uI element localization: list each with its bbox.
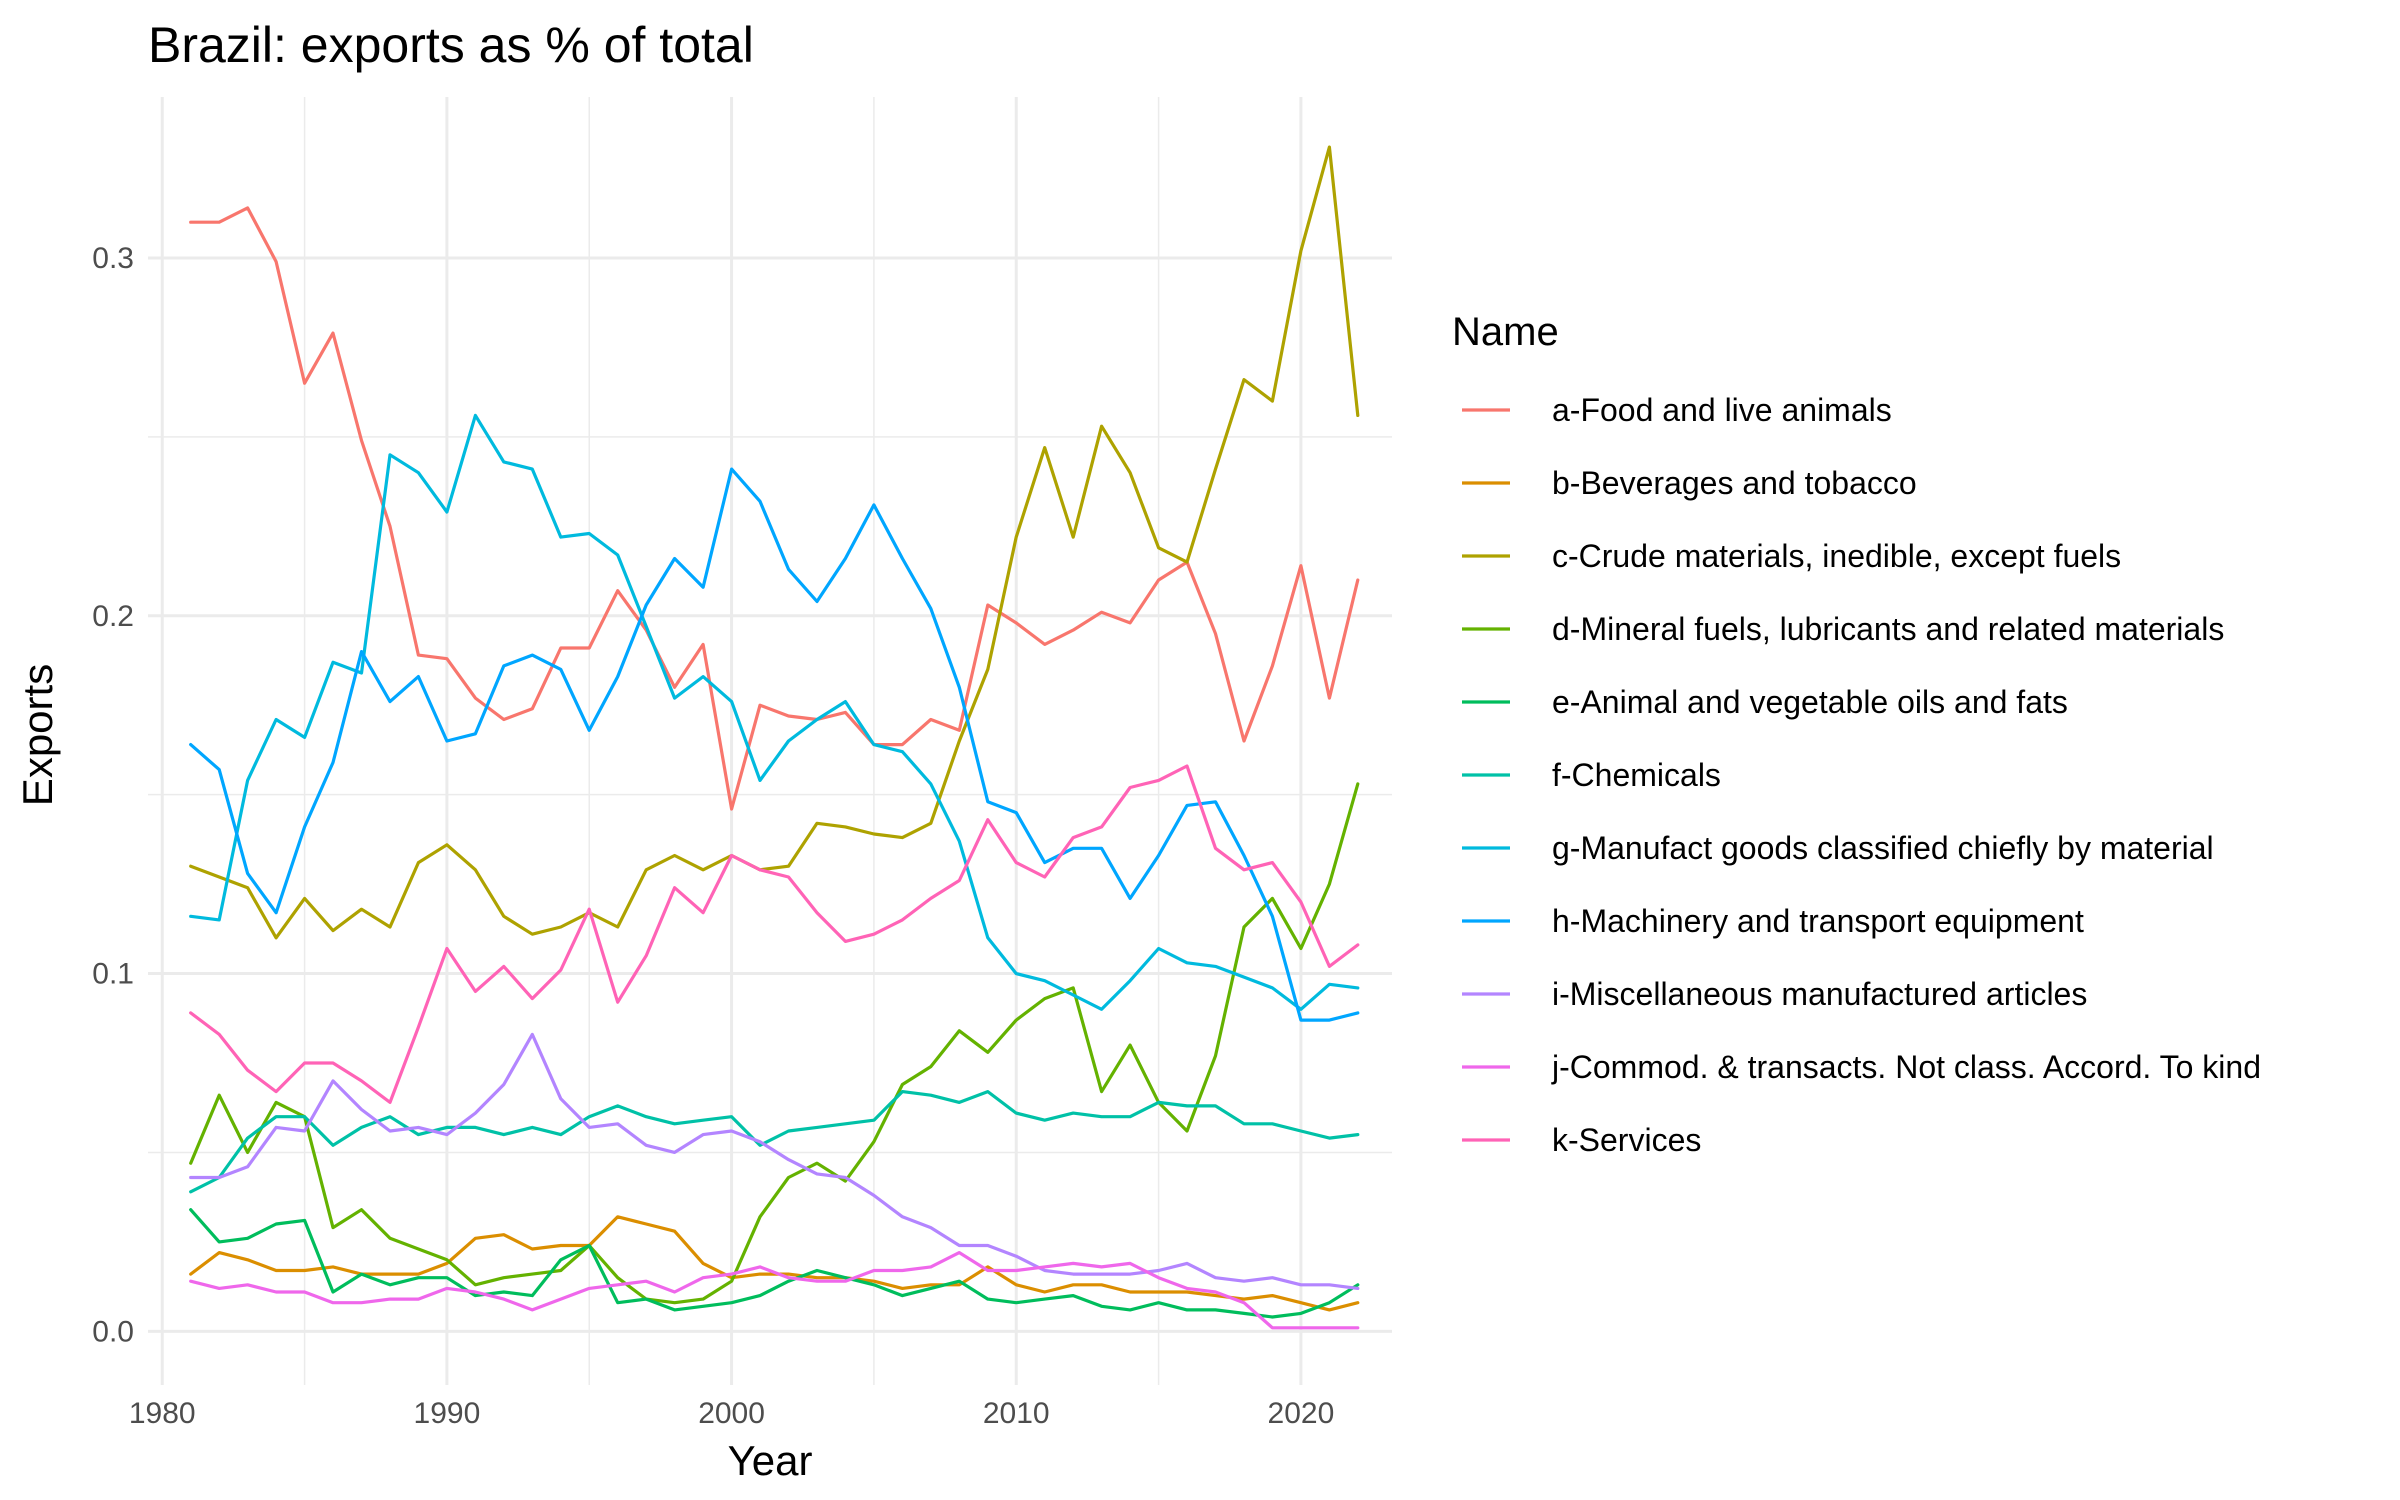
y-tick-label: 0.2 bbox=[92, 600, 134, 633]
legend-label: d-Mineral fuels, lubricants and related … bbox=[1552, 611, 2224, 647]
legend-label: b-Beverages and tobacco bbox=[1552, 465, 1917, 501]
axis-ticks: 1980 1990 2000 2010 2020 0.0 0.1 0.2 0.3 bbox=[92, 242, 1334, 1430]
legend-label: c-Crude materials, inedible, except fuel… bbox=[1552, 538, 2121, 574]
series-line bbox=[189, 1032, 1360, 1291]
legend-title: Name bbox=[1452, 310, 1559, 354]
x-tick-label: 2010 bbox=[983, 1397, 1050, 1430]
y-tick-label: 0.0 bbox=[92, 1315, 134, 1348]
series-line bbox=[189, 764, 1360, 1105]
legend-label: e-Animal and vegetable oils and fats bbox=[1552, 684, 2068, 720]
legend-label: j-Commod. & transacts. Not class. Accord… bbox=[1551, 1049, 2261, 1085]
series-line bbox=[189, 413, 1360, 1011]
x-tick-label: 1980 bbox=[129, 1397, 196, 1430]
series-line bbox=[189, 1089, 1360, 1194]
x-tick-label: 2020 bbox=[1268, 1397, 1335, 1430]
y-tick-label: 0.3 bbox=[92, 242, 134, 275]
series-line bbox=[189, 206, 1360, 811]
chart-title: Brazil: exports as % of total bbox=[148, 17, 754, 73]
legend-label: f-Chemicals bbox=[1552, 757, 1721, 793]
legend-label: k-Services bbox=[1552, 1122, 1701, 1158]
legend: Name a-Food and live animals b-Beverages … bbox=[1452, 310, 2261, 1158]
series-line bbox=[189, 145, 1360, 940]
series-line bbox=[189, 1250, 1360, 1330]
series-line bbox=[189, 467, 1360, 1022]
legend-label: h-Machinery and transport equipment bbox=[1552, 903, 2084, 939]
series-line bbox=[189, 1215, 1360, 1312]
legend-label: g-Manufact goods classified chiefly by m… bbox=[1552, 830, 2214, 866]
legend-label: i-Miscellaneous manufactured articles bbox=[1552, 976, 2087, 1012]
x-tick-label: 1990 bbox=[414, 1397, 481, 1430]
grid bbox=[148, 97, 1392, 1385]
y-axis-title: Exports bbox=[14, 664, 61, 806]
series-line bbox=[189, 782, 1360, 1305]
legend-items: a-Food and live animals b-Beverages and t… bbox=[1462, 392, 2261, 1158]
y-tick-label: 0.1 bbox=[92, 958, 134, 991]
series-line bbox=[189, 1208, 1360, 1319]
plot-lines bbox=[189, 145, 1360, 1330]
x-tick-label: 2000 bbox=[698, 1397, 765, 1430]
legend-label: a-Food and live animals bbox=[1552, 392, 1892, 428]
x-axis-title: Year bbox=[728, 1437, 813, 1484]
